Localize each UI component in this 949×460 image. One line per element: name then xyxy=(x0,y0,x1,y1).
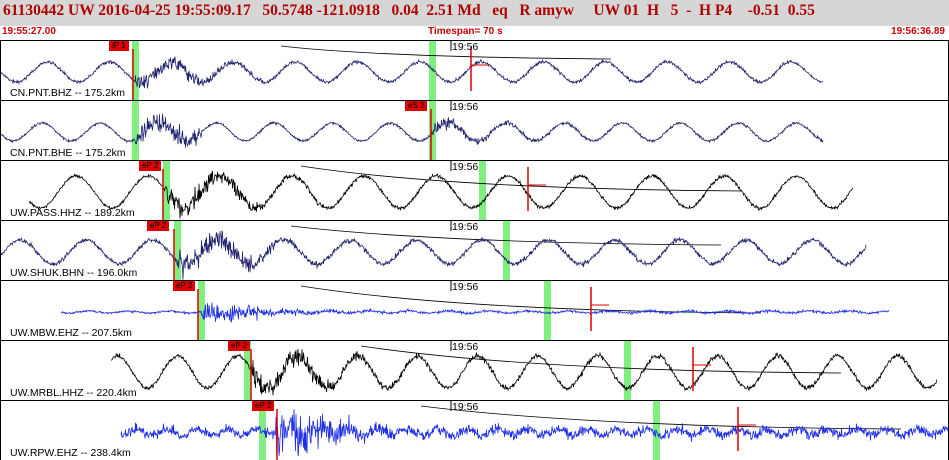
waveform-plot xyxy=(28,161,854,220)
event-header-bar: 61130442 UW 2016-04-25 19:55:09.17 50.57… xyxy=(0,0,949,26)
seismogram-trace xyxy=(1,56,824,89)
channel-label: UW.PASS.HHZ -- 189.2km xyxy=(10,207,135,219)
seismogram-trace xyxy=(1,113,824,148)
minute-tick-label: 19:56 xyxy=(452,161,479,173)
pick-window xyxy=(174,221,181,280)
pick-window xyxy=(198,281,205,340)
waveform-plot xyxy=(110,341,938,400)
waveform-plot xyxy=(1,41,824,100)
amplitude-marker[interactable] xyxy=(527,167,546,211)
pick-window xyxy=(132,41,139,100)
start-time: 19:55:27.00 xyxy=(2,26,56,37)
amplitude-marker[interactable] xyxy=(590,287,609,331)
pick-window xyxy=(544,281,551,340)
seismogram-trace xyxy=(1,230,867,280)
phase-pick-label[interactable]: eS 2 xyxy=(405,101,428,111)
minute-tick-label: 19:56 xyxy=(452,341,479,353)
minute-tick-label: 19:56 xyxy=(452,101,479,113)
phase-pick-label[interactable]: eP 2 xyxy=(139,161,162,171)
pick-window xyxy=(479,161,486,220)
phase-pick-label[interactable]: iP 1 xyxy=(109,41,129,51)
trace-panel-mrbl-hhz[interactable]: eP 2 19:56 UW.MRBL.HHZ -- 220.4km xyxy=(0,340,949,401)
trace-panel-rpw-ehz[interactable]: eP 2 19:56 UW.RPW.EHZ -- 238.4km xyxy=(0,400,949,460)
phase-pick-label[interactable]: eP 2 xyxy=(173,281,196,291)
channel-label: UW.MBW.EHZ -- 207.5km xyxy=(10,327,132,339)
waveform-plot xyxy=(60,281,890,340)
seismogram-trace xyxy=(60,302,890,323)
trace-panel-mbw-ehz[interactable]: eP 2 19:56 UW.MBW.EHZ -- 207.5km xyxy=(0,280,949,341)
amplitude-marker[interactable] xyxy=(737,407,756,451)
channel-label: CN.PNT.BHZ -- 175.2km xyxy=(10,87,125,99)
trace-panel-pass-hhz[interactable]: eP 2 19:56 UW.PASS.HHZ -- 189.2km xyxy=(0,160,949,221)
phase-pick-label[interactable]: eP 2 xyxy=(228,341,251,351)
timespan-label: Timespan= 70 s xyxy=(428,26,503,37)
seismogram-trace xyxy=(120,409,948,457)
coda-curve xyxy=(300,165,742,192)
waveform-plot xyxy=(120,401,948,460)
trace-panel-pnt-bhe[interactable]: eS 2 19:56 CN.PNT.BHE -- 175.2km xyxy=(0,100,949,161)
pick-window xyxy=(244,341,251,400)
coda-curve xyxy=(280,45,612,60)
pick-window xyxy=(503,221,510,280)
channel-label: UW.RPW.EHZ -- 238.4km xyxy=(10,447,131,459)
seismogram-trace xyxy=(110,348,938,396)
pick-window xyxy=(624,341,631,400)
seismogram-trace xyxy=(28,170,854,219)
minute-tick-label: 19:56 xyxy=(452,41,479,53)
trace-panel-pnt-bhz[interactable]: iP 1 19:56 CN.PNT.BHZ -- 175.2km xyxy=(0,40,949,101)
phase-pick-label[interactable]: eP 2 xyxy=(252,401,275,411)
pick-window xyxy=(163,161,170,220)
minute-tick-label: 19:56 xyxy=(452,221,479,233)
channel-label: UW.MRBL.HHZ -- 220.4km xyxy=(10,387,137,399)
waveform-plot xyxy=(1,221,867,280)
coda-curve xyxy=(290,225,722,246)
coda-curve xyxy=(360,345,842,374)
coda-curve xyxy=(420,405,902,430)
channel-label: CN.PNT.BHE -- 175.2km xyxy=(10,147,126,159)
minute-tick-label: 19:56 xyxy=(452,281,479,293)
pick-window xyxy=(429,101,436,160)
waveform-plot xyxy=(1,101,824,160)
channel-label: UW.SHUK.BHN -- 196.0km xyxy=(10,267,138,279)
event-summary: 61130442 UW 2016-04-25 19:55:09.17 50.57… xyxy=(3,2,815,19)
pick-window xyxy=(132,101,139,160)
amplitude-marker[interactable] xyxy=(470,47,489,91)
trace-panel-shuk-bhn[interactable]: eP 2 19:56 UW.SHUK.BHN -- 196.0km xyxy=(0,220,949,281)
minute-tick-label: 19:56 xyxy=(452,401,479,413)
phase-pick-label[interactable]: eP 2 xyxy=(147,221,170,231)
end-time: 19:56:36.89 xyxy=(891,26,945,37)
amplitude-marker[interactable] xyxy=(692,347,711,391)
